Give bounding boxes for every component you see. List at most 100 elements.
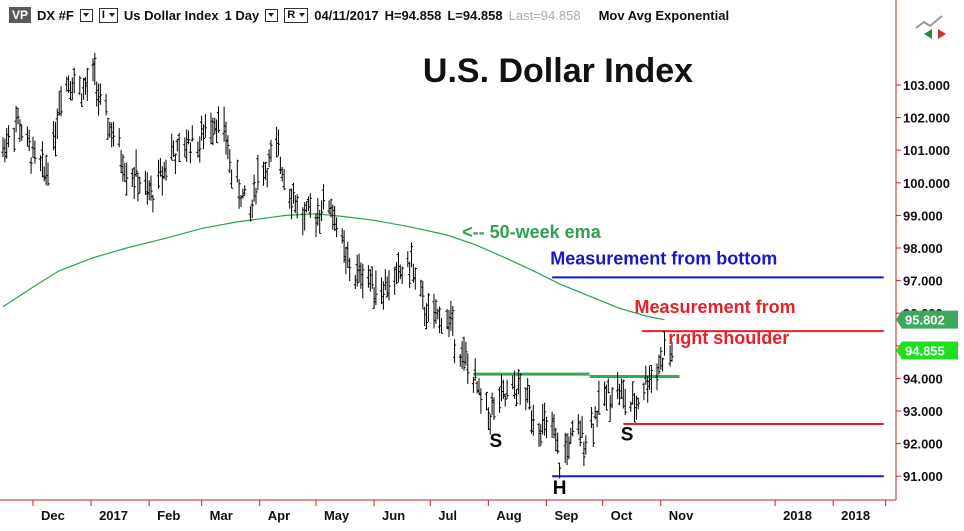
- price-bar: [595, 410, 599, 428]
- price-bar: [42, 166, 46, 182]
- price-bar: [93, 52, 97, 86]
- x-tick-label: Sep: [554, 508, 578, 523]
- quote-date: 04/11/2017: [314, 7, 379, 23]
- price-bar: [569, 427, 573, 444]
- price-bar: [203, 114, 207, 138]
- price-bar: [132, 167, 136, 199]
- price-bar: [445, 308, 449, 330]
- price-bar: [237, 179, 241, 209]
- price-bar: [438, 306, 442, 334]
- price-bar: [661, 357, 665, 372]
- price-bar: [514, 389, 519, 407]
- price-bar: [466, 353, 470, 385]
- price-bar: [571, 420, 575, 437]
- price-bar: [278, 156, 282, 174]
- price-bar: [320, 200, 324, 221]
- price-bar: [453, 339, 457, 364]
- price-bar: [593, 406, 597, 420]
- price-bar: [471, 376, 475, 393]
- price-bar: [162, 161, 166, 180]
- price-bar: [252, 174, 256, 202]
- price-bar: [374, 270, 378, 306]
- price-bar: [177, 132, 181, 162]
- interval-dropdown[interactable]: I: [98, 7, 118, 23]
- price-bar: [164, 159, 168, 181]
- price-bar: [436, 308, 440, 320]
- price-bar: [385, 276, 389, 298]
- price-bar: [329, 198, 333, 218]
- price-bar: [151, 195, 155, 213]
- study-label: Mov Avg Exponential: [598, 7, 730, 23]
- price-bar: [492, 397, 496, 420]
- price-bar: [123, 163, 127, 183]
- price-bar: [138, 176, 142, 194]
- price-bar: [230, 169, 234, 189]
- price-bar: [256, 154, 260, 191]
- price-bar: [119, 150, 123, 174]
- price-bar: [394, 262, 399, 284]
- price-bar: [318, 209, 322, 234]
- price-bar: [7, 125, 11, 148]
- price-bar: [173, 153, 177, 175]
- price-bar: [451, 306, 455, 337]
- price-bar: [65, 76, 69, 92]
- period-dropdown[interactable]: [265, 8, 279, 22]
- price-bar: [486, 407, 490, 430]
- price-bar: [340, 228, 344, 244]
- price-bar: [112, 121, 116, 147]
- price-bar: [357, 253, 361, 283]
- price-bar: [342, 230, 346, 263]
- price-bar: [565, 433, 569, 466]
- price-bar: [539, 424, 543, 447]
- price-bar: [368, 268, 372, 292]
- price-bar: [305, 200, 309, 213]
- chart-title: U.S. Dollar Index: [423, 52, 693, 90]
- price-bar: [617, 383, 622, 406]
- price-bar: [528, 385, 532, 410]
- price-bar: [149, 175, 153, 201]
- price-bar: [426, 293, 430, 322]
- price-bar: [348, 257, 352, 281]
- price-bar: [346, 241, 350, 268]
- price-bar: [301, 207, 305, 236]
- price-bar: [130, 168, 134, 187]
- price-bar: [411, 263, 415, 283]
- price-bar: [632, 393, 637, 423]
- price-bar: [505, 379, 509, 400]
- price-bar: [434, 299, 438, 324]
- price-bar: [634, 395, 638, 420]
- trend-tool-icon[interactable]: [912, 14, 950, 44]
- price-bar: [196, 141, 200, 158]
- price-bar: [95, 81, 99, 107]
- price-bar: [409, 242, 414, 268]
- quote-last: Last=94.858: [508, 7, 581, 23]
- x-tick-label: Jun: [382, 508, 405, 523]
- x-tick-label: Nov: [669, 508, 694, 523]
- price-bar: [136, 172, 140, 202]
- price-bar: [216, 106, 221, 133]
- price-bar: [108, 121, 112, 138]
- period-label[interactable]: 1 Day: [224, 7, 260, 23]
- price-bar: [190, 125, 194, 142]
- price-bar: [490, 392, 494, 416]
- y-tick-label: 91.000: [903, 469, 943, 484]
- price-bar: [584, 435, 588, 455]
- price-bar: [473, 358, 477, 381]
- price-bar: [143, 170, 147, 195]
- price-bar: [516, 369, 520, 395]
- price-bar: [276, 129, 281, 156]
- price-bar: [529, 410, 534, 434]
- ema-series-line: [2, 213, 665, 321]
- symbol-label[interactable]: DX #F: [37, 7, 74, 23]
- range-dropdown[interactable]: R: [284, 7, 309, 23]
- price-bar: [541, 404, 545, 435]
- price-bar: [211, 117, 215, 146]
- price-bar: [18, 119, 22, 142]
- price-bar: [398, 264, 402, 280]
- price-bar: [171, 140, 176, 158]
- y-tick-label: 98.000: [903, 241, 943, 256]
- symbol-dropdown[interactable]: [79, 8, 93, 22]
- vp-button[interactable]: VP: [9, 7, 32, 23]
- y-tick-label: 103.000: [903, 78, 950, 93]
- price-bar: [636, 397, 640, 410]
